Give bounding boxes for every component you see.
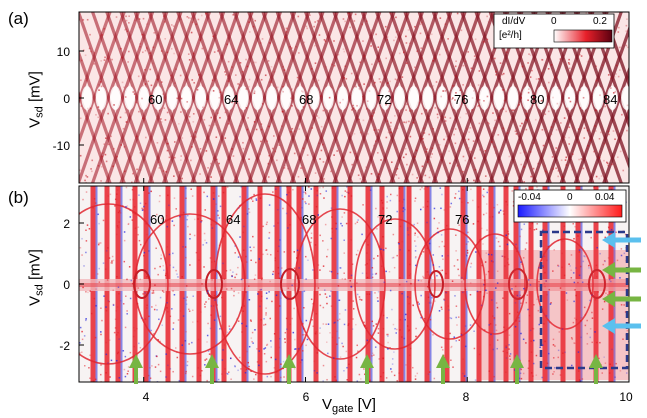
panel-b-peak-number: 64	[226, 212, 241, 227]
panel-a-label: (a)	[8, 9, 29, 28]
green-arrow-icon	[129, 354, 143, 384]
panel-b-peak-number: 68	[302, 212, 317, 227]
panel-a-peak-number: 60	[148, 92, 163, 107]
panel-a-peak-number: 64	[224, 92, 239, 107]
x-tick: 4	[142, 390, 150, 404]
green-arrow-icon	[510, 354, 524, 384]
green-arrow-icon	[436, 354, 450, 384]
colorbar-a-max-label: 0.2	[593, 16, 607, 27]
panel-b-label: (b)	[8, 188, 29, 207]
green-arrow-icon	[282, 354, 296, 384]
panel-a-peak-number: 72	[377, 92, 392, 107]
panel-b-colorbar	[513, 189, 627, 223]
green-left-arrow-icon	[602, 262, 641, 278]
colorbar-a-min-label: 0	[551, 16, 557, 27]
panel-a-y-tick: 10	[56, 45, 70, 59]
colorbar-b-max-label: 0.04	[595, 192, 615, 203]
panel-a-y-tick: 0	[63, 92, 70, 106]
colorbar-b-min-label: -0.04	[518, 192, 541, 203]
panel-a-peak-number: 80	[530, 92, 545, 107]
panel-a-peak-number: 68	[299, 92, 314, 107]
panel-a-peak-number: 76	[454, 92, 469, 107]
panel-a-peak-number: 84	[603, 92, 618, 107]
panel-a-y-tick: -10	[52, 139, 70, 153]
x-axis-title: Vgate [V]	[322, 396, 376, 415]
panel-b-peak-number: 72	[378, 212, 393, 227]
colorbar-a-title: dI/dV	[502, 16, 526, 27]
panel-b-y-tick: 0	[63, 278, 70, 292]
panel-b-peak-number: 76	[455, 212, 470, 227]
green-arrow-icon	[360, 354, 374, 384]
blue-left-arrow-icon	[602, 318, 641, 334]
green-arrow-icon	[589, 354, 603, 384]
colorbar-b-mid-label: 0	[567, 192, 573, 203]
x-tick: 10	[619, 390, 633, 404]
green-arrow-icon	[205, 354, 219, 384]
panel-a-colorbar	[493, 13, 615, 49]
x-tick: 6	[302, 390, 310, 404]
colorbar-a-unit: [e²/h]	[499, 30, 522, 41]
green-left-arrow-icon	[602, 291, 641, 307]
panel-b-y-tick: -2	[59, 339, 70, 353]
panel-b-y-tick: 2	[63, 217, 70, 231]
blue-left-arrow-icon	[602, 232, 641, 248]
x-tick: 8	[462, 390, 470, 404]
panel-b-peak-number: 60	[150, 212, 165, 227]
